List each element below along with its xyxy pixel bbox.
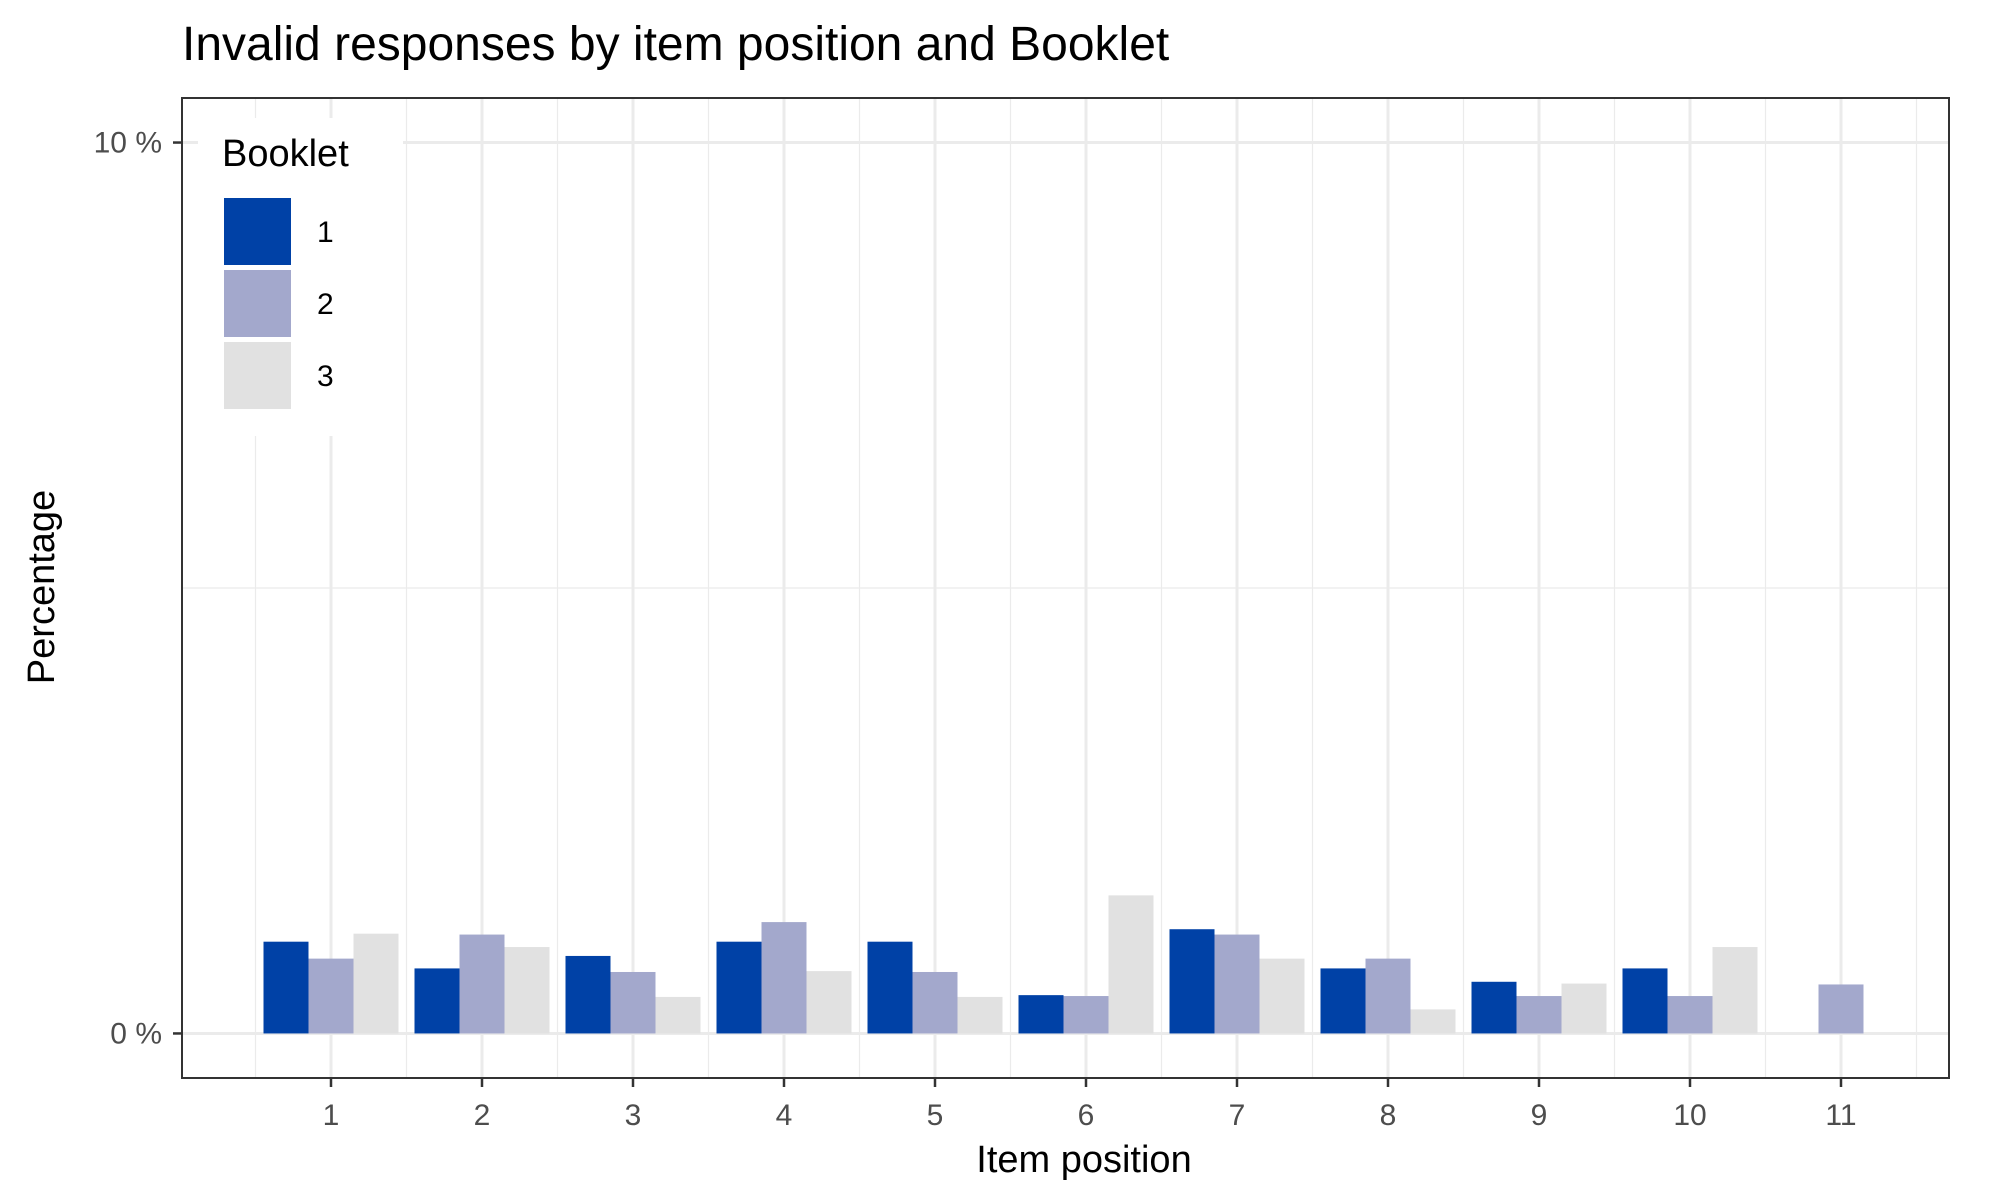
bar-booklet-3-item-3 <box>655 996 701 1034</box>
x-tick-label: 4 <box>776 1099 793 1132</box>
bar-booklet-2-item-7 <box>1214 934 1260 1034</box>
bar-booklet-3-item-1 <box>353 933 399 1034</box>
x-tick-label: 11 <box>1825 1099 1856 1132</box>
bar-booklet-2-item-3 <box>610 971 656 1034</box>
bar-booklet-3-item-7 <box>1259 958 1305 1034</box>
bar-booklet-1-item-8 <box>1320 968 1366 1034</box>
bar-booklet-3-item-9 <box>1561 983 1607 1034</box>
bar-booklet-1-item-10 <box>1622 968 1668 1034</box>
x-axis: 1 2 3 4 5 6 7 8 9 10 11 <box>323 1078 1857 1132</box>
bar-booklet-2-item-9 <box>1516 996 1562 1034</box>
legend-key-2 <box>224 270 291 337</box>
y-axis: 0 % 10 % <box>94 127 182 1050</box>
bar-booklet-1-item-7 <box>1169 929 1215 1034</box>
x-tick-label: 3 <box>625 1099 642 1132</box>
bar-booklet-2-item-8 <box>1365 958 1411 1034</box>
bar-booklet-1-item-9 <box>1471 981 1517 1034</box>
legend-key-3 <box>224 342 291 409</box>
y-tick-label: 10 % <box>94 127 162 160</box>
bars <box>263 895 1864 1034</box>
bar-booklet-1-item-5 <box>867 941 913 1034</box>
bar-booklet-3-item-6 <box>1108 895 1154 1034</box>
x-axis-title: Item position <box>976 1139 1191 1181</box>
bar-booklet-1-item-4 <box>716 941 762 1034</box>
legend-label-1: 1 <box>317 216 334 249</box>
bar-booklet-3-item-10 <box>1712 947 1758 1034</box>
bar-booklet-2-item-5 <box>912 971 958 1034</box>
bar-booklet-3-item-2 <box>504 947 550 1034</box>
x-tick-label: 5 <box>927 1099 944 1132</box>
bar-booklet-2-item-6 <box>1063 996 1109 1034</box>
x-tick-label: 1 <box>323 1099 340 1132</box>
x-tick-label: 10 <box>1673 1099 1706 1132</box>
bar-booklet-3-item-5 <box>957 996 1003 1034</box>
legend-label-2: 2 <box>317 288 334 321</box>
x-tick-label: 9 <box>1531 1099 1548 1132</box>
bar-booklet-2-item-11 <box>1818 984 1864 1034</box>
plot-border <box>181 97 1950 1079</box>
bar-booklet-3-item-8 <box>1410 1009 1456 1034</box>
bar-booklet-1-item-1 <box>263 941 309 1034</box>
x-tick-label: 7 <box>1229 1099 1246 1132</box>
bar-booklet-2-item-4 <box>761 922 807 1034</box>
y-tick-label: 0 % <box>110 1017 162 1050</box>
x-tick-label: 6 <box>1078 1099 1095 1132</box>
bar-booklet-3-item-4 <box>806 971 852 1034</box>
chart-title: Invalid responses by item position and B… <box>182 18 1169 71</box>
legend-key-1 <box>224 198 291 265</box>
x-tick-label: 8 <box>1380 1099 1397 1132</box>
grid-lines <box>182 98 1949 1078</box>
bar-booklet-2-item-2 <box>459 934 505 1034</box>
legend: Booklet 1 2 3 <box>198 118 403 436</box>
y-axis-title: Percentage <box>21 490 63 684</box>
legend-title: Booklet <box>222 133 349 175</box>
legend-label-3: 3 <box>317 360 334 393</box>
bar-booklet-1-item-2 <box>414 968 460 1034</box>
bar-booklet-2-item-1 <box>308 958 354 1034</box>
bar-booklet-2-item-10 <box>1667 996 1713 1034</box>
x-tick-label: 2 <box>474 1099 491 1132</box>
bar-booklet-1-item-6 <box>1018 995 1064 1034</box>
bar-booklet-1-item-3 <box>565 955 611 1034</box>
